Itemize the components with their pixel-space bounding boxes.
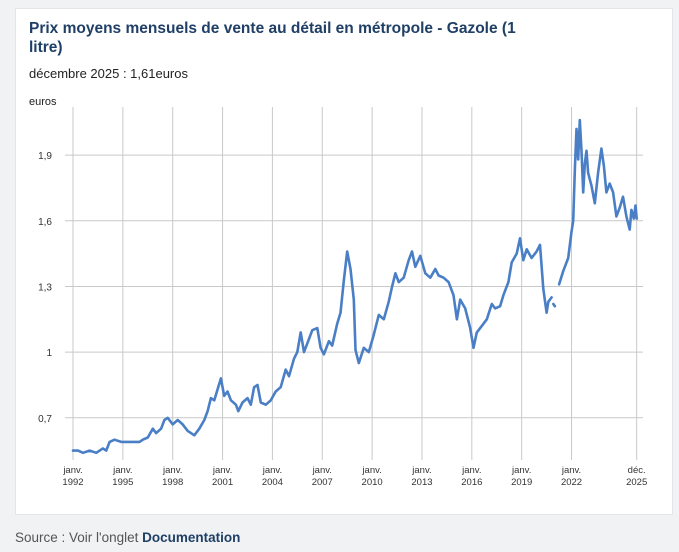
x-tick-label-line2: 1998: [162, 477, 183, 488]
x-tick-label-line1: janv.: [112, 465, 132, 476]
x-tick-label-line2: 1992: [62, 477, 83, 488]
y-tick-label: 1,3: [38, 282, 52, 293]
x-tick-label-line1: déc.: [628, 465, 646, 476]
y-axis-unit-label: euros: [29, 96, 57, 108]
chart-card: Prix moyens mensuels de vente au détail …: [15, 8, 673, 515]
series-line-gazole: [557, 118, 638, 286]
x-tick-label-line2: 1995: [112, 477, 133, 488]
y-tick-label: 1,9: [38, 151, 52, 162]
x-tick-label-line1: janv.: [561, 465, 581, 476]
y-gridlines: [65, 154, 643, 419]
x-tick-label-line2: 2001: [212, 477, 233, 488]
y-tick-label: 0,7: [38, 414, 52, 425]
x-tick-label-line1: janv.: [62, 465, 82, 476]
series-line-gazole: [552, 302, 557, 308]
x-tick-label-line2: 2010: [362, 477, 383, 488]
x-tick-label-line1: janv.: [461, 465, 481, 476]
x-tick-label-line2: 2007: [312, 477, 333, 488]
y-tick-labels: 0,7 1 1,3 1,6 1,9: [38, 151, 52, 425]
x-tick-label-line2: 2016: [461, 477, 482, 488]
source-prefix: Source : Voir l'onglet: [15, 530, 139, 545]
x-tick-label-line2: 2004: [262, 477, 283, 488]
x-tick-label-line2: 2022: [561, 477, 582, 488]
source-note: Source : Voir l'onglet Documentation: [15, 530, 240, 545]
x-tick-label-line1: janv.: [411, 465, 431, 476]
documentation-link[interactable]: Documentation: [142, 530, 241, 545]
chart-subtitle: décembre 2025 : 1,61euros: [29, 66, 188, 81]
x-tick-label-line1: janv.: [312, 465, 332, 476]
x-tick-label-line1: janv.: [361, 465, 381, 476]
x-tick-label-line1: janv.: [212, 465, 232, 476]
x-tick-label-line2: 2025: [626, 477, 647, 488]
series-line-gazole: [71, 237, 553, 455]
y-tick-label: 1,6: [38, 217, 52, 228]
x-tick-labels: janv.1992janv.1995janv.1998janv.2001janv…: [62, 465, 647, 488]
y-tick-label: 1: [46, 348, 52, 359]
x-tick-label-line1: janv.: [511, 465, 531, 476]
x-gridlines: [72, 107, 638, 460]
x-tick-label-line2: 2013: [411, 477, 432, 488]
x-tick-label-line1: janv.: [262, 465, 282, 476]
chart-title: Prix moyens mensuels de vente au détail …: [29, 20, 516, 56]
line-chart: 0,711,31,61,9 janv.1992janv.1995janv.199…: [38, 107, 647, 488]
x-tick-label-line1: janv.: [162, 465, 182, 476]
series-lines: [71, 118, 638, 455]
x-tick-label-line2: 2019: [511, 477, 532, 488]
